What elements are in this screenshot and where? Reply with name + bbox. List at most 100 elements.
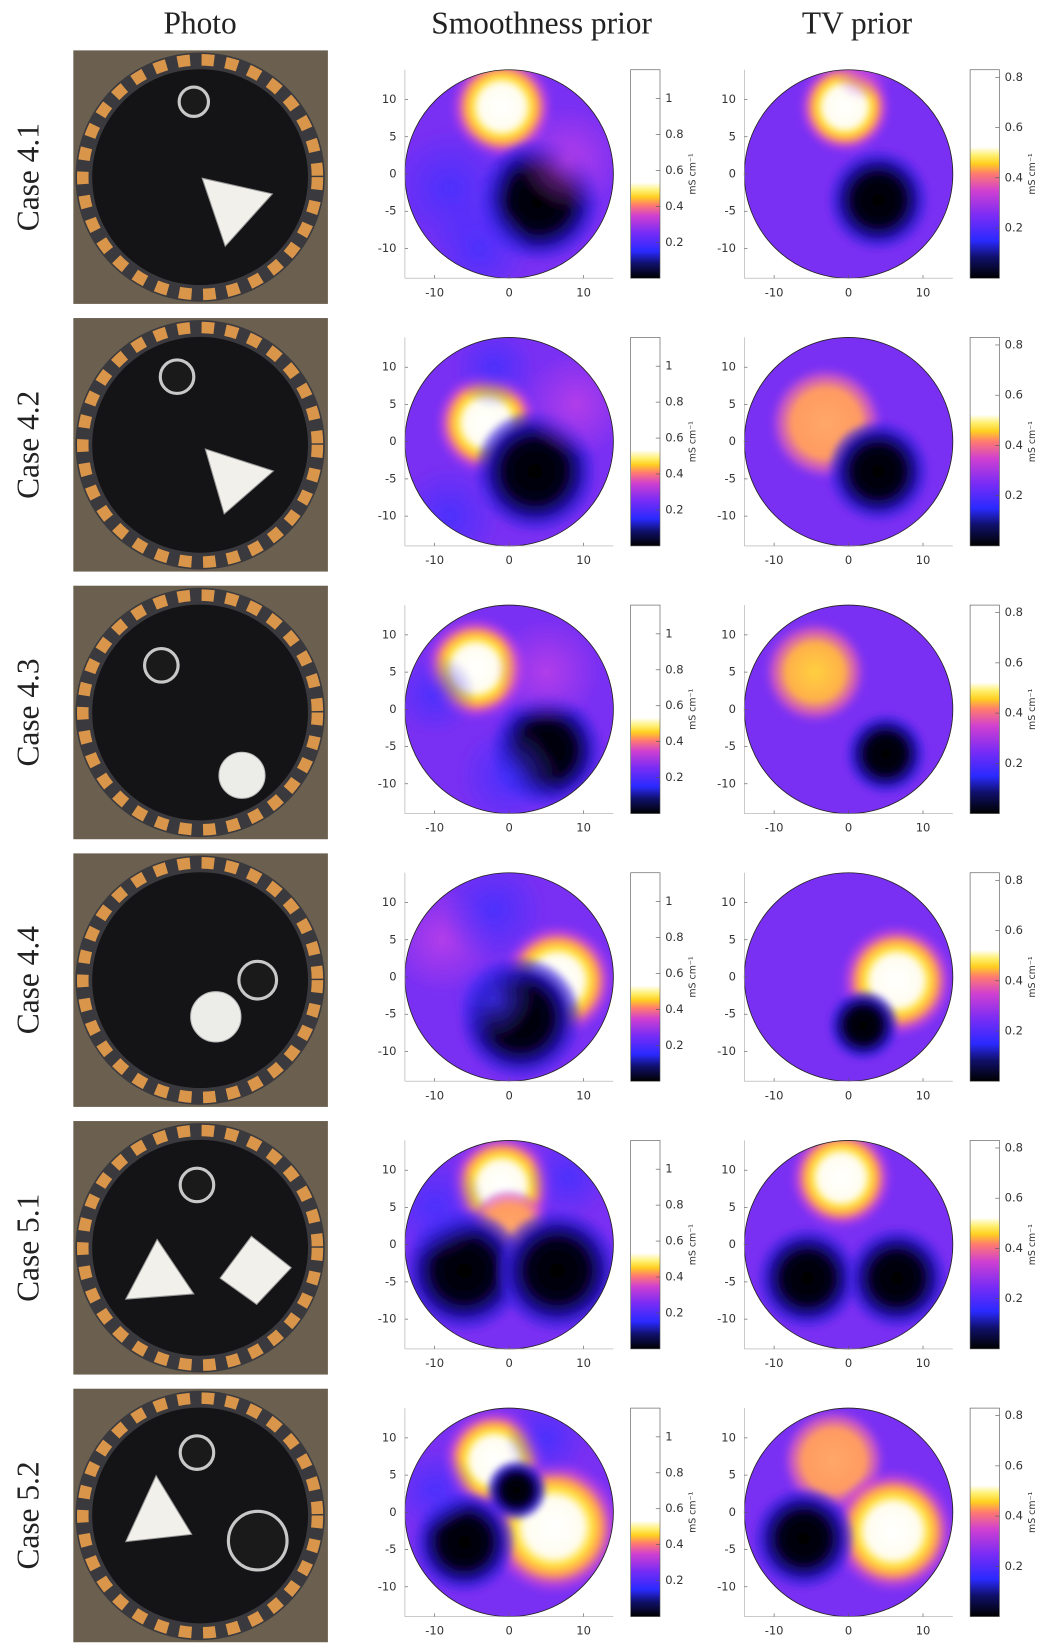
colorbar-tick-label: 0.4: [1005, 706, 1023, 720]
x-tick-label: 0: [505, 1088, 512, 1102]
plastic-cylinder: [218, 751, 266, 799]
x-tick-label: 10: [576, 285, 591, 299]
x-tick-label: -10: [765, 1356, 784, 1370]
electrode-ring: [77, 1392, 324, 1639]
inclusion: [830, 1468, 953, 1594]
y-tick-label: 10: [382, 92, 397, 106]
x-tick-label: 0: [845, 553, 852, 567]
colorbar-tick-label: 0.4: [1005, 1509, 1023, 1523]
inclusion: [844, 712, 928, 796]
plastic-cylinder: [190, 991, 242, 1043]
y-tick-label: 10: [382, 627, 397, 641]
x-tick-label: 0: [505, 821, 512, 835]
y-tick-label: 5: [389, 932, 396, 946]
x-tick-label: -10: [425, 1624, 444, 1638]
row-label: Case 4.3: [11, 658, 46, 766]
blobs: [404, 1408, 614, 1595]
y-tick-label: -10: [378, 1312, 397, 1326]
y-tick-label: 5: [389, 665, 396, 679]
inclusion: [826, 419, 931, 524]
y-tick-label: -5: [724, 204, 735, 218]
inclusion: [762, 619, 868, 725]
inclusion: [494, 1208, 614, 1334]
blobs: [755, 1140, 950, 1331]
inclusion: [457, 724, 562, 814]
column-header: TV prior: [802, 6, 913, 41]
colorbar-tick-label: 0.6: [1005, 388, 1023, 402]
colorbar-label: mS cm⁻¹: [1027, 689, 1038, 730]
colorbar-label: mS cm⁻¹: [688, 153, 699, 194]
colorbar: [630, 337, 661, 547]
colorbar-tick-label: 0.4: [665, 1270, 683, 1284]
reconstruction: [744, 69, 953, 279]
x-tick-label: 0: [845, 1088, 852, 1102]
x-tick-label: 0: [845, 1356, 852, 1370]
x-tick-label: 10: [916, 285, 931, 299]
colorbar-tick-label: 0.8: [1005, 337, 1023, 351]
colorbar-label: mS cm⁻¹: [1027, 153, 1038, 194]
metal-ring: [237, 959, 279, 1001]
y-tick-label: -5: [385, 1542, 396, 1556]
reconstruction: [404, 337, 614, 546]
y-tick-label: 0: [729, 702, 736, 716]
colorbar-tick-label: 1: [665, 1162, 672, 1176]
colorbar-tick-label: 0.4: [665, 1002, 683, 1016]
inclusion: [826, 988, 900, 1062]
x-tick-label: -10: [765, 1624, 784, 1638]
y-tick-label: 5: [389, 129, 396, 143]
plastic-object: [219, 1235, 293, 1306]
plastic-object: [124, 1474, 193, 1543]
y-tick-label: 10: [382, 1163, 397, 1177]
colorbar-tick-label: 0.4: [1005, 973, 1023, 987]
reconstruction: [744, 872, 953, 1082]
colorbar-tick-label: 0.4: [665, 1537, 683, 1551]
colorbar: [630, 604, 661, 814]
metal-ring: [143, 647, 180, 684]
colorbar-tick-label: 0.8: [1005, 70, 1023, 84]
colorbar-label: mS cm⁻¹: [688, 421, 699, 462]
colorbar-tick-label: 0.4: [1005, 1241, 1023, 1255]
y-tick-label: -10: [378, 241, 397, 255]
x-tick-label: 0: [845, 1624, 852, 1638]
photo: [73, 318, 328, 572]
colorbar-tick-label: 0.2: [665, 1305, 683, 1319]
colorbar-tick-label: 0.6: [1005, 1191, 1023, 1205]
metal-ring: [226, 1509, 289, 1572]
y-tick-label: 0: [729, 1237, 736, 1251]
colorbar-tick-label: 0.2: [665, 1038, 683, 1052]
reconstruction: [744, 1140, 953, 1349]
colorbar-label: mS cm⁻¹: [688, 956, 699, 997]
x-tick-label: 10: [916, 821, 931, 835]
colorbar-tick-label: 0.6: [1005, 923, 1023, 937]
colorbar: [630, 872, 661, 1082]
plastic-object: [201, 177, 274, 248]
inclusion: [442, 872, 547, 963]
y-tick-label: 10: [721, 895, 736, 909]
inclusion: [789, 1140, 894, 1230]
inclusion: [516, 106, 614, 212]
tank-interior: [92, 604, 308, 821]
colorbar-tick-label: 0.8: [1005, 1140, 1023, 1154]
y-tick-label: 10: [721, 1430, 736, 1444]
y-tick-label: 5: [389, 397, 396, 411]
colorbar-tick-label: 0.2: [1005, 756, 1023, 770]
colorbar: [630, 1407, 661, 1617]
x-tick-label: -10: [765, 553, 784, 567]
photo: [73, 1388, 328, 1643]
colorbar-tick-label: 0.4: [1005, 170, 1023, 184]
colorbar-tick-label: 0.6: [665, 431, 683, 445]
x-tick-label: 0: [505, 553, 512, 567]
colorbar-tick-label: 1: [665, 91, 672, 105]
colorbar-tick-label: 0.8: [665, 1198, 683, 1212]
x-tick-label: 0: [505, 1356, 512, 1370]
reconstruction: [744, 337, 953, 546]
blobs: [826, 923, 953, 1062]
x-tick-label: 10: [576, 553, 591, 567]
y-tick-label: 5: [729, 397, 736, 411]
metal-ring: [178, 1166, 216, 1204]
blobs: [404, 69, 614, 279]
x-tick-label: 10: [916, 1088, 931, 1102]
x-tick-label: -10: [425, 553, 444, 567]
inclusion: [844, 1226, 950, 1331]
colorbar-tick-label: 0.6: [665, 1234, 683, 1248]
